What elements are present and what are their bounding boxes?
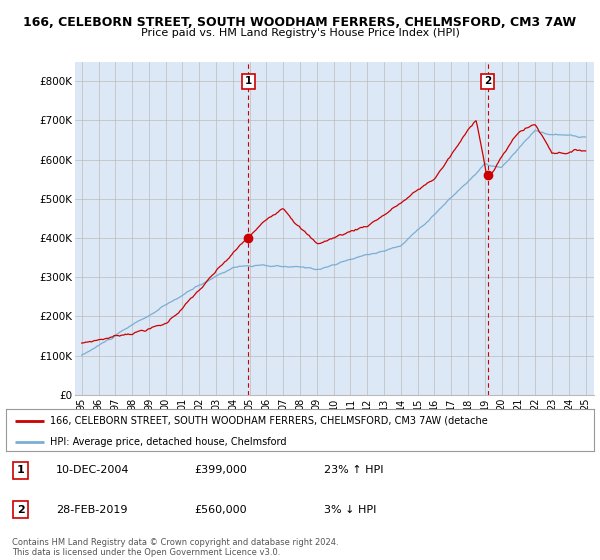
Text: 166, CELEBORN STREET, SOUTH WOODHAM FERRERS, CHELMSFORD, CM3 7AW (detache: 166, CELEBORN STREET, SOUTH WOODHAM FERR…: [50, 416, 488, 426]
Text: 1: 1: [245, 76, 252, 86]
Text: Price paid vs. HM Land Registry's House Price Index (HPI): Price paid vs. HM Land Registry's House …: [140, 28, 460, 38]
Text: £399,000: £399,000: [194, 465, 247, 475]
Text: 166, CELEBORN STREET, SOUTH WOODHAM FERRERS, CHELMSFORD, CM3 7AW: 166, CELEBORN STREET, SOUTH WOODHAM FERR…: [23, 16, 577, 29]
Text: 2: 2: [17, 505, 25, 515]
Text: £560,000: £560,000: [194, 505, 247, 515]
Text: 10-DEC-2004: 10-DEC-2004: [56, 465, 130, 475]
Text: 28-FEB-2019: 28-FEB-2019: [56, 505, 127, 515]
Text: This data is licensed under the Open Government Licence v3.0.: This data is licensed under the Open Gov…: [12, 548, 280, 557]
Text: Contains HM Land Registry data © Crown copyright and database right 2024.: Contains HM Land Registry data © Crown c…: [12, 538, 338, 547]
Text: 3% ↓ HPI: 3% ↓ HPI: [323, 505, 376, 515]
Text: 23% ↑ HPI: 23% ↑ HPI: [323, 465, 383, 475]
Text: 2: 2: [484, 76, 491, 86]
Text: HPI: Average price, detached house, Chelmsford: HPI: Average price, detached house, Chel…: [50, 437, 287, 446]
Text: 1: 1: [17, 465, 25, 475]
